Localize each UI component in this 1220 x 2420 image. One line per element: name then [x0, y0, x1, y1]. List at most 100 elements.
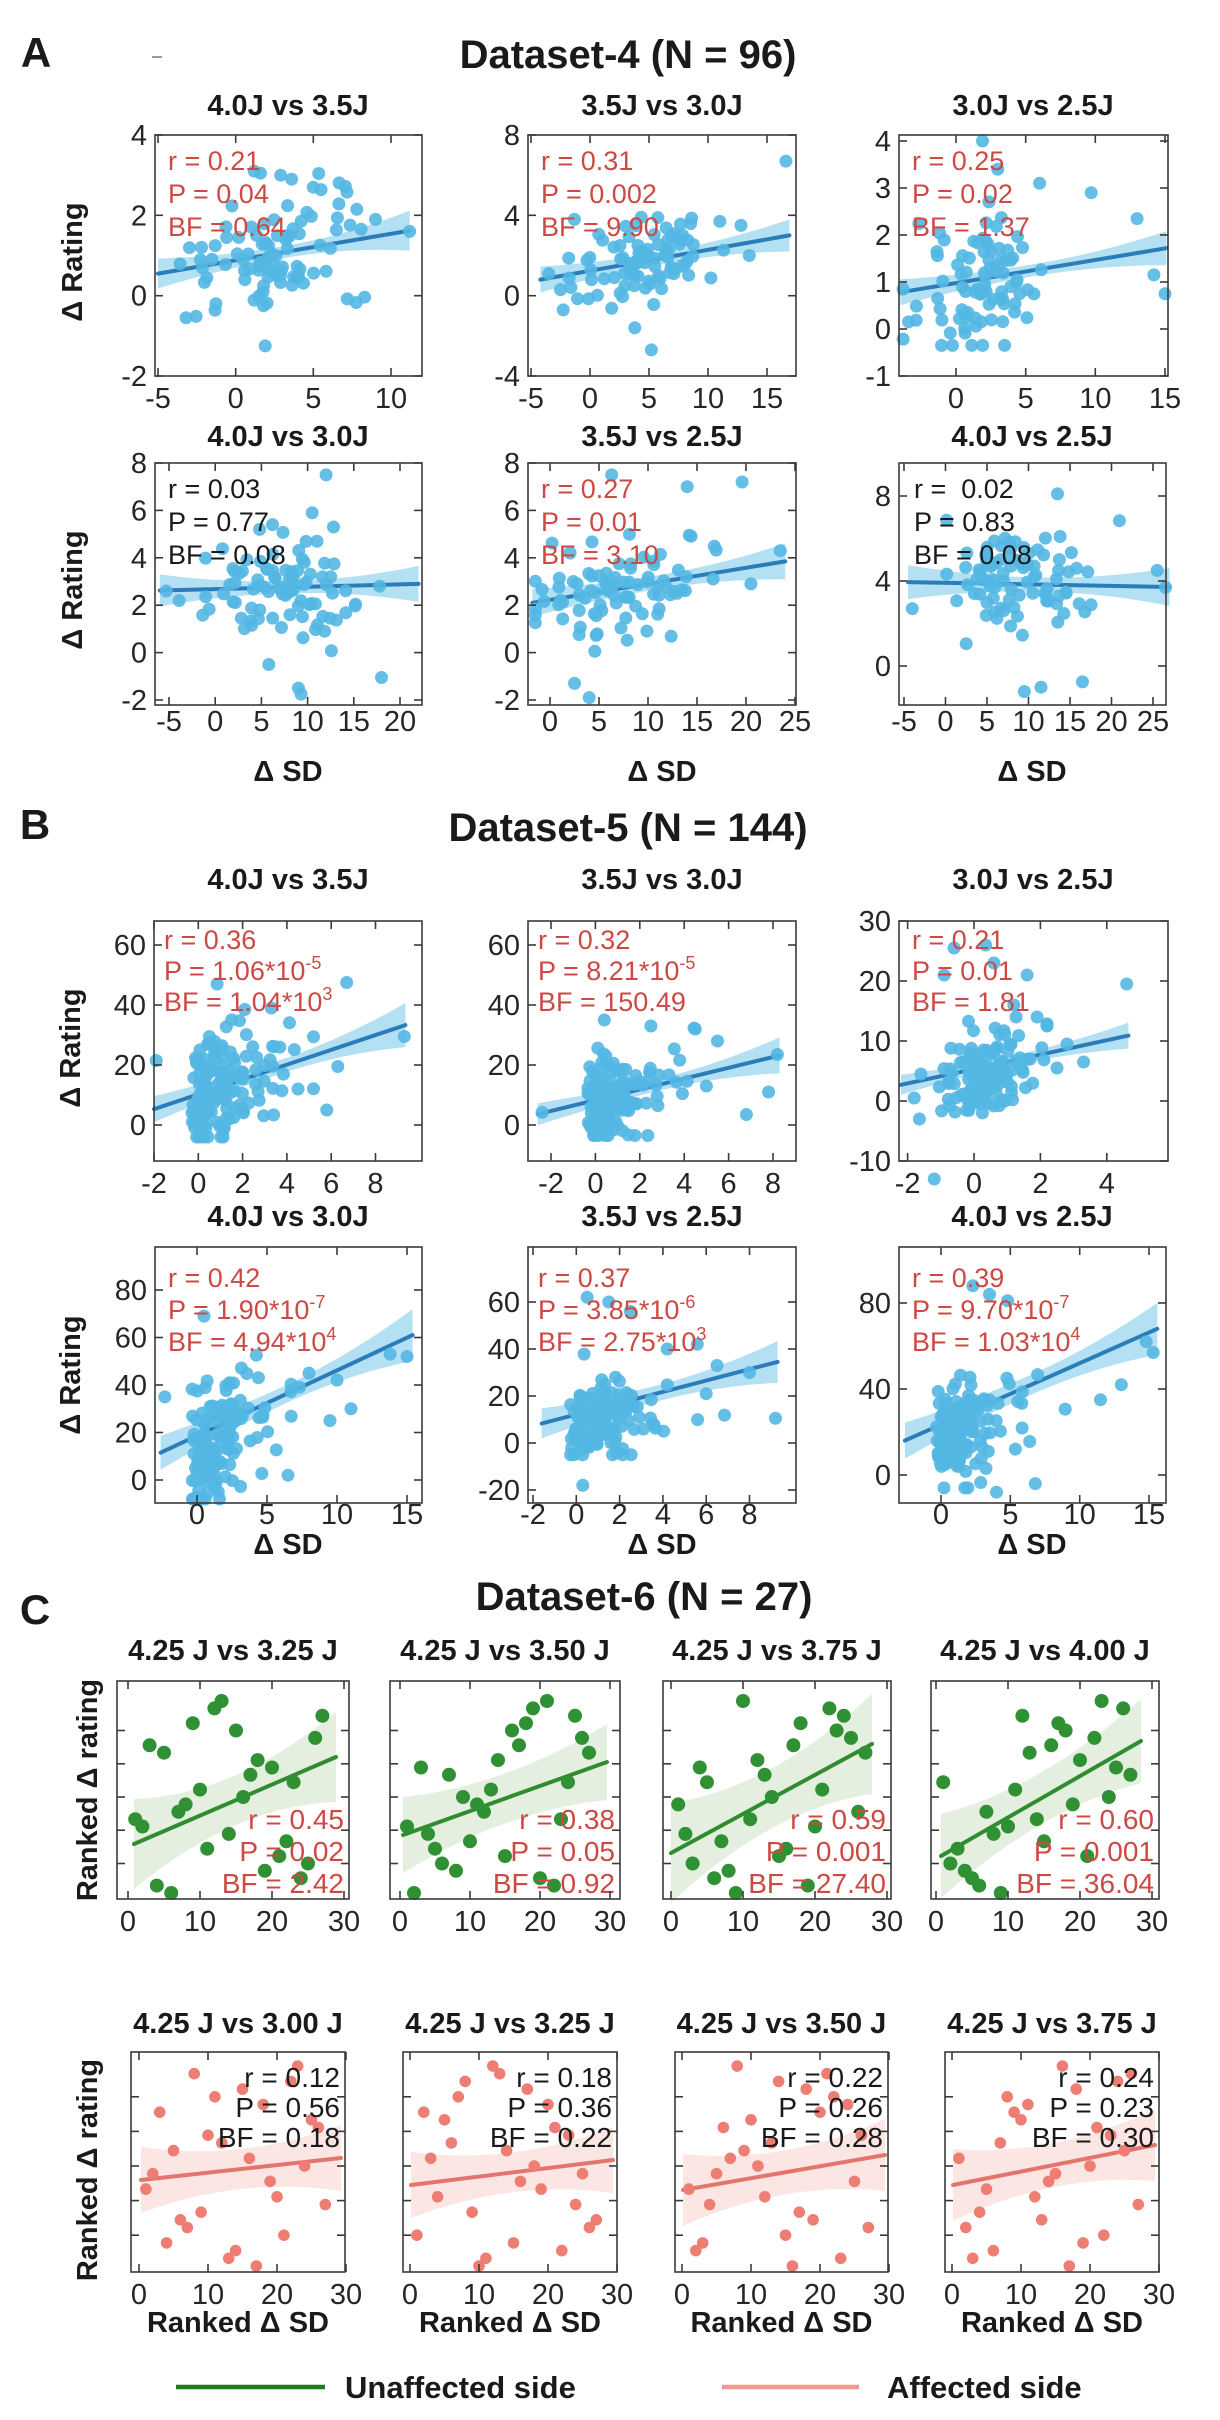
svg-text:10: 10 [735, 2279, 767, 2311]
svg-text:20: 20 [114, 1050, 146, 1082]
svg-text:20: 20 [804, 2279, 836, 2311]
svg-text:Dataset-5 (N = 144): Dataset-5 (N = 144) [448, 806, 807, 850]
svg-text:P = 0.77: P = 0.77 [168, 507, 269, 537]
svg-text:BF = 0.18: BF = 0.18 [218, 2122, 340, 2153]
svg-text:2: 2 [131, 590, 147, 622]
svg-text:4.0J vs 3.5J: 4.0J vs 3.5J [207, 90, 368, 122]
svg-text:2: 2 [612, 1499, 628, 1531]
svg-text:Δ SD: Δ SD [253, 1529, 322, 1561]
svg-text:3.5J vs 2.5J: 3.5J vs 2.5J [581, 421, 742, 453]
svg-text:0: 0 [875, 1460, 891, 1492]
svg-text:4.0J vs 2.5J: 4.0J vs 2.5J [951, 1201, 1112, 1233]
svg-text:8: 8 [504, 120, 520, 152]
svg-text:-5: -5 [156, 706, 182, 738]
svg-text:20: 20 [1095, 706, 1127, 738]
svg-text:4: 4 [131, 120, 147, 152]
svg-text:-2: -2 [895, 1168, 921, 1200]
svg-text:0: 0 [875, 651, 891, 683]
svg-text:0: 0 [948, 383, 964, 415]
svg-text:6: 6 [721, 1168, 737, 1200]
svg-text:Δ Rating: Δ Rating [57, 530, 89, 649]
svg-text:4.0J vs 3.0J: 4.0J vs 3.0J [207, 421, 368, 453]
svg-text:15: 15 [1133, 1499, 1165, 1531]
svg-text:P = 0.001: P = 0.001 [1034, 1836, 1154, 1867]
svg-text:30: 30 [859, 906, 891, 938]
svg-text:Ranked Δ SD: Ranked Δ SD [419, 2307, 601, 2339]
svg-text:80: 80 [115, 1275, 147, 1307]
svg-text:0: 0 [504, 1428, 520, 1460]
svg-text:0: 0 [875, 314, 891, 346]
svg-text:25: 25 [779, 706, 811, 738]
svg-text:0: 0 [130, 1110, 146, 1142]
svg-text:6: 6 [698, 1499, 714, 1531]
svg-text:30: 30 [601, 2279, 633, 2311]
svg-text:2: 2 [131, 200, 147, 232]
svg-text:1: 1 [875, 267, 891, 299]
svg-text:4: 4 [875, 126, 891, 158]
svg-text:0: 0 [937, 706, 953, 738]
svg-text:10: 10 [184, 1906, 216, 1938]
svg-text:P = 9.70*10-7: P = 9.70*10-7 [912, 1292, 1069, 1325]
svg-text:20: 20 [488, 1050, 520, 1082]
svg-text:P = 0.26: P = 0.26 [778, 2092, 883, 2123]
svg-text:8: 8 [504, 448, 520, 480]
svg-text:5: 5 [591, 706, 607, 738]
svg-text:r = 0.21: r = 0.21 [912, 925, 1004, 955]
svg-text:BF = 0.28: BF = 0.28 [761, 2122, 883, 2153]
svg-text:-2: -2 [494, 685, 520, 717]
svg-text:10: 10 [692, 383, 724, 415]
svg-text:15: 15 [1149, 383, 1181, 415]
svg-text:20: 20 [1074, 2279, 1106, 2311]
svg-text:60: 60 [114, 930, 146, 962]
svg-text:P = 3.85*10-6: P = 3.85*10-6 [538, 1292, 695, 1325]
svg-text:0: 0 [207, 706, 223, 738]
svg-text:6: 6 [504, 495, 520, 527]
svg-text:BF = 27.40: BF = 27.40 [748, 1868, 886, 1899]
svg-text:5: 5 [641, 383, 657, 415]
svg-text:80: 80 [859, 1288, 891, 1320]
svg-text:15: 15 [681, 706, 713, 738]
svg-text:-1: -1 [865, 361, 891, 393]
svg-text:4.25 J vs 3.25 J: 4.25 J vs 3.25 J [128, 1635, 338, 1667]
svg-text:4: 4 [504, 200, 520, 232]
svg-text:3.0J vs 2.5J: 3.0J vs 2.5J [952, 90, 1113, 122]
svg-text:15: 15 [391, 1499, 423, 1531]
svg-text:4: 4 [131, 543, 147, 575]
svg-text:0: 0 [392, 1906, 408, 1938]
svg-text:6: 6 [131, 495, 147, 527]
svg-text:0: 0 [504, 638, 520, 670]
svg-text:0: 0 [189, 1499, 205, 1531]
svg-text:0: 0 [504, 1110, 520, 1142]
svg-text:BF = 0.08: BF = 0.08 [168, 540, 286, 570]
svg-text:0: 0 [131, 638, 147, 670]
svg-text:30: 30 [873, 2279, 905, 2311]
svg-text:4.25 J vs 3.00 J: 4.25 J vs 3.00 J [133, 2008, 343, 2040]
svg-text:10: 10 [1005, 2279, 1037, 2311]
svg-text:2: 2 [875, 220, 891, 252]
svg-text:BF = 3.10: BF = 3.10 [541, 540, 659, 570]
svg-text:Δ SD: Δ SD [253, 756, 322, 788]
svg-text:BF = 0.92: BF = 0.92 [493, 1868, 615, 1899]
svg-text:P = 0.001: P = 0.001 [766, 1836, 886, 1867]
svg-text:5: 5 [253, 706, 269, 738]
svg-text:0: 0 [944, 2279, 960, 2311]
svg-text:Δ SD: Δ SD [627, 1529, 696, 1561]
svg-text:8: 8 [741, 1499, 757, 1531]
svg-text:4.0J vs 2.5J: 4.0J vs 2.5J [951, 421, 1112, 453]
svg-text:P = 0.56: P = 0.56 [235, 2092, 340, 2123]
svg-text:r = 0.31: r = 0.31 [541, 146, 633, 176]
svg-text:Ranked Δ SD: Ranked Δ SD [690, 2307, 872, 2339]
svg-text:BF = 2.42: BF = 2.42 [222, 1868, 344, 1899]
svg-text:10: 10 [859, 1026, 891, 1058]
svg-text:r = 0.59: r = 0.59 [790, 1804, 886, 1835]
svg-text:10: 10 [375, 383, 407, 415]
svg-text:Ranked Δ SD: Ranked Δ SD [147, 2307, 329, 2339]
svg-text:r = 0.24: r = 0.24 [1058, 2062, 1154, 2093]
svg-text:40: 40 [488, 990, 520, 1022]
svg-text:P = 1.06*10-5: P = 1.06*10-5 [164, 953, 321, 986]
svg-text:8: 8 [131, 448, 147, 480]
svg-text:P = 0.01: P = 0.01 [541, 507, 642, 537]
svg-text:20: 20 [799, 1906, 831, 1938]
svg-text:Δ SD: Δ SD [627, 756, 696, 788]
svg-text:30: 30 [594, 1906, 626, 1938]
